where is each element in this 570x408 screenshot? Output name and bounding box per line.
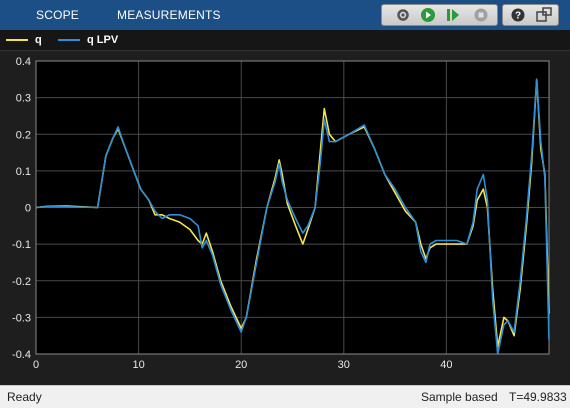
status-bar: Ready Sample based T=49.9833 [0,385,570,408]
legend-swatch-q-lpv [58,39,80,41]
status-mode: Sample based [421,390,498,404]
legend-label-q-lpv[interactable]: q LPV [87,34,119,46]
toolbar: SCOPE MEASUREMENTS ? [0,0,570,30]
y-tick-label: -0.1 [12,239,31,251]
x-tick-label: 20 [235,359,247,371]
simulation-controls [381,4,498,26]
stop-icon[interactable] [472,7,490,23]
window-controls: ? [502,4,559,26]
settings-icon[interactable] [394,7,412,23]
y-tick-label: -0.4 [12,349,31,361]
legend-swatch-q [6,39,28,41]
y-tick-label: 0.1 [16,166,31,178]
help-icon[interactable]: ? [509,7,527,23]
y-tick-label: -0.3 [12,312,31,324]
tab-scope[interactable]: SCOPE [36,8,80,22]
step-forward-icon[interactable] [444,7,462,23]
run-icon[interactable] [419,7,437,23]
tab-measurements[interactable]: MEASUREMENTS [117,8,221,22]
x-tick-label: 40 [440,359,452,371]
y-tick-label: -0.2 [12,276,31,288]
y-tick-label: 0 [25,203,31,215]
plot-area[interactable]: 0.4 0.3 0.2 0.1 0 -0.1 -0.2 -0.3 -0.4 0 10 20 30 40 [0,51,570,385]
undock-icon[interactable] [535,7,553,23]
legend: q q LPV [0,30,570,51]
x-tick-label: 10 [132,359,144,371]
line-plot[interactable]: 0.40.30.20.10-0.1-0.2-0.3-0.40 10 20 30 40 [0,51,570,385]
series-line-q-lpv [35,78,550,355]
svg-text:?: ? [515,11,521,22]
x-tick-label: 0 [33,359,39,371]
x-tick-label: 30 [338,359,350,371]
legend-label-q[interactable]: q [35,34,42,46]
status-time: T=49.9833 [509,390,567,404]
y-tick-label: 0.3 [16,93,31,105]
y-tick-label: 0.2 [16,129,31,141]
status-ready: Ready [7,390,42,404]
y-tick-label: 0.4 [16,56,31,68]
